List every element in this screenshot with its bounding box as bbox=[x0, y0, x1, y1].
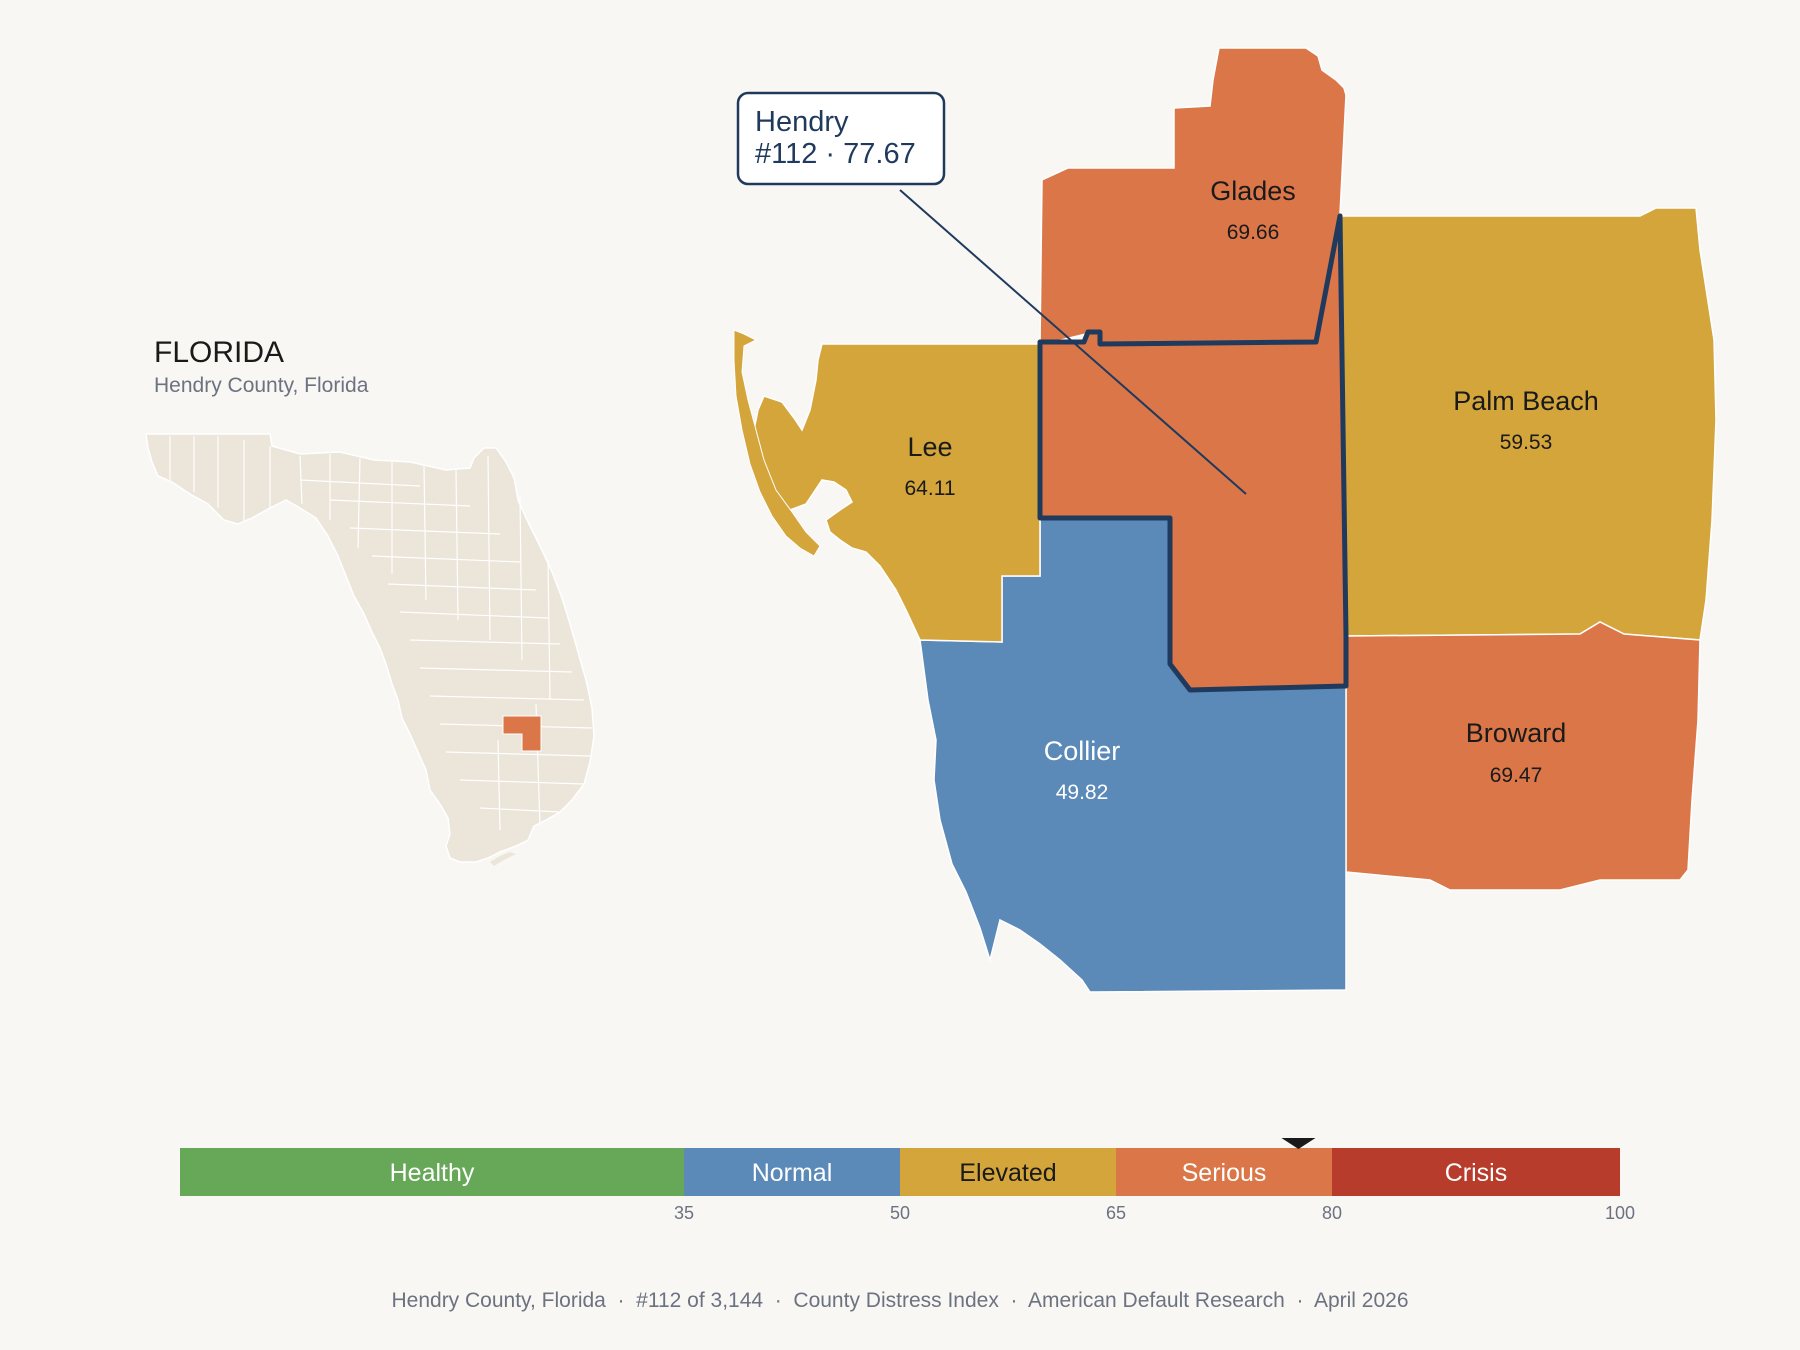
hendry-outline bbox=[1037, 213, 1349, 693]
inset-county-lines bbox=[169, 436, 593, 831]
county-lee[interactable] bbox=[751, 343, 1041, 643]
florida-inset-map bbox=[145, 433, 595, 866]
scale-tick-100: 100 bbox=[1605, 1203, 1635, 1223]
inset-hendry-highlight bbox=[502, 715, 542, 752]
distress-scale: Healthy Normal Elevated Serious Crisis 35 50 6… bbox=[180, 1138, 1635, 1223]
scale-tick-80: 80 bbox=[1322, 1203, 1342, 1223]
scale-segment-normal bbox=[684, 1148, 900, 1196]
county-label-palm-beach: Palm Beach bbox=[1453, 386, 1599, 416]
scale-tick-65: 65 bbox=[1106, 1203, 1126, 1223]
inset-keys bbox=[490, 852, 516, 866]
scale-label-serious: Serious bbox=[1182, 1159, 1267, 1187]
lee-coast-islands bbox=[733, 329, 821, 557]
county-value-collier: 49.82 bbox=[1056, 781, 1109, 804]
callout-county-name: Hendry bbox=[755, 106, 849, 138]
callout-leader-line bbox=[899, 189, 1247, 495]
callout-box bbox=[736, 91, 946, 186]
scale-segment-crisis bbox=[1332, 1148, 1620, 1196]
county-value-broward: 69.47 bbox=[1490, 764, 1543, 787]
scale-marker-triangle bbox=[1281, 1138, 1316, 1149]
scale-tick-35: 35 bbox=[674, 1203, 694, 1223]
state-subtitle: Hendry County, Florida bbox=[154, 374, 369, 397]
county-palm-beach[interactable] bbox=[1339, 207, 1717, 641]
scale-label-healthy: Healthy bbox=[390, 1159, 475, 1187]
county-label-glades: Glades bbox=[1210, 176, 1296, 206]
county-label-lee: Lee bbox=[907, 432, 952, 462]
callout-rank-value: #112 · 77.67 bbox=[755, 138, 916, 170]
scale-label-normal: Normal bbox=[752, 1159, 833, 1187]
county-hendry[interactable] bbox=[1040, 216, 1346, 690]
florida-outline bbox=[145, 433, 595, 863]
county-broward[interactable] bbox=[1345, 621, 1701, 891]
scale-label-elevated: Elevated bbox=[959, 1159, 1056, 1187]
footer-source-line: Hendry County, Florida · #112 of 3,144 ·… bbox=[391, 1289, 1408, 1312]
scale-tick-50: 50 bbox=[890, 1203, 910, 1223]
county-value-palm-beach: 59.53 bbox=[1500, 431, 1553, 454]
county-label-collier: Collier bbox=[1044, 736, 1121, 766]
county-value-lee: 64.11 bbox=[905, 477, 956, 500]
county-label-broward: Broward bbox=[1466, 718, 1567, 748]
county-value-glades: 69.66 bbox=[1227, 221, 1280, 244]
scale-segment-healthy bbox=[180, 1148, 684, 1196]
regional-map: Glades 69.66 Lee 64.11 Palm Beach 59.53 … bbox=[733, 47, 1717, 993]
county-glades[interactable] bbox=[1039, 47, 1347, 346]
scale-segment-serious bbox=[1116, 1148, 1332, 1196]
scale-label-crisis: Crisis bbox=[1445, 1159, 1508, 1187]
state-title: FLORIDA bbox=[154, 336, 284, 369]
scale-segment-elevated bbox=[900, 1148, 1116, 1196]
